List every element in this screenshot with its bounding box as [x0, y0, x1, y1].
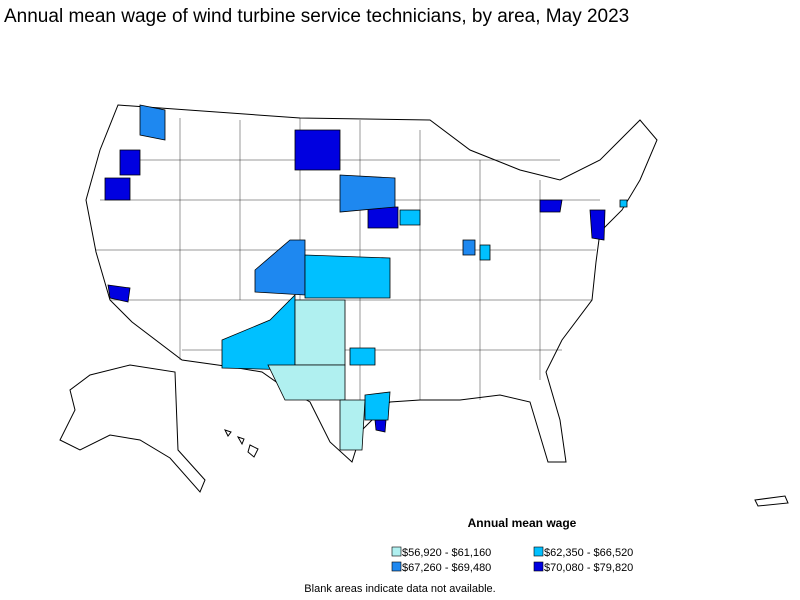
alaska: [59, 364, 206, 493]
legend-label: $56,920 - $61,160: [402, 547, 491, 559]
shaded-area: [349, 347, 376, 366]
legend-label: $70,080 - $79,820: [544, 562, 633, 574]
shaded-area: [267, 364, 346, 401]
shaded-area: [462, 239, 476, 256]
note: Blank areas indicate data not available.: [304, 583, 495, 595]
shaded-area: [479, 244, 491, 261]
shaded-area: [119, 149, 141, 176]
shaded-area: [339, 174, 396, 213]
legend-title: Annual mean wage: [468, 516, 577, 530]
shaded-area: [399, 209, 421, 226]
legend-swatch: [391, 561, 402, 572]
shaded-area: [294, 129, 341, 171]
hawaii: [224, 429, 259, 458]
shaded-area: [104, 177, 131, 201]
shaded-area: [339, 399, 366, 451]
shaded-area: [107, 284, 131, 303]
shaded-area: [294, 299, 346, 366]
legend-swatch: [533, 546, 544, 557]
legend-swatch: [391, 546, 402, 557]
legend-label: $62,350 - $66,520: [544, 547, 633, 559]
shaded-area: [619, 199, 628, 208]
legend-swatch: [533, 561, 544, 572]
puerto-rico: [754, 495, 789, 507]
shaded-area: [139, 104, 166, 141]
shaded-area: [304, 254, 391, 299]
legend: Annual mean wage $56,920 - $61,160 $62,35…: [391, 516, 633, 574]
map: [59, 104, 789, 507]
shaded-area: [374, 419, 387, 433]
shaded-area: [539, 199, 563, 213]
title: Annual mean wage of wind turbine service…: [4, 6, 629, 27]
shaded-area: [364, 391, 391, 421]
shaded-area: [589, 209, 606, 241]
legend-label: $67,260 - $69,480: [402, 562, 491, 574]
shaded-area: [367, 206, 399, 229]
